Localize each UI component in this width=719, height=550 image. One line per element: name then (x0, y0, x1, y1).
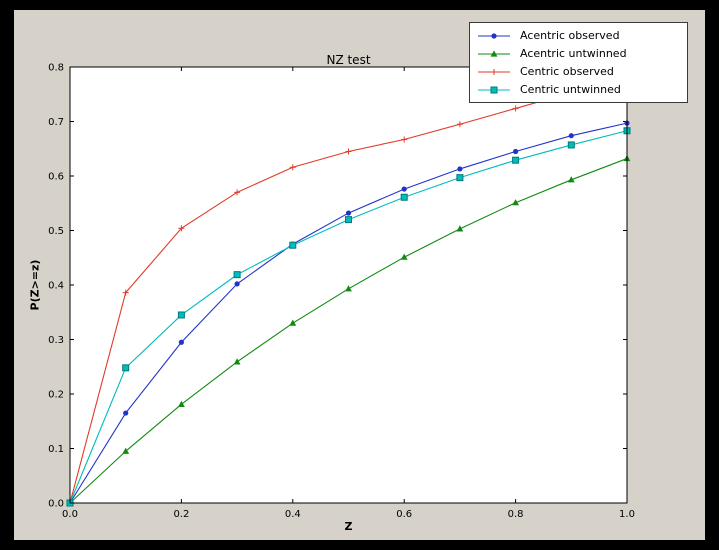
x-tick-label: 1.0 (619, 509, 635, 520)
chart-title: NZ test (326, 53, 371, 67)
data-point-marker (123, 410, 129, 416)
axes-frame (69, 66, 628, 504)
y-tick-label: 0.3 (48, 335, 64, 346)
legend-line-sample (478, 86, 510, 93)
legend-item-centric-observed: Centric observed (476, 63, 681, 80)
legend-label: Centric observed (520, 65, 614, 78)
legend-label: Acentric observed (520, 29, 620, 42)
x-tick-label: 0.2 (173, 509, 189, 520)
data-point-marker (234, 281, 240, 287)
figure-canvas: 0.0 0.2 0.4 0.6 0.8 1.0 0.0 0.1 0.2 0.3 0.4 0.5 0.6 0… (14, 10, 705, 540)
legend-line-sample (478, 32, 510, 39)
y-tick-label: 0.8 (48, 63, 64, 74)
legend-item-acentric-untwinned: Acentric untwinned (476, 45, 681, 62)
data-point-marker (345, 216, 352, 224)
y-tick-label: 0.6 (48, 172, 64, 183)
plot-area (70, 67, 627, 503)
legend: Acentric observed Acentric untwinned Cen… (469, 22, 688, 103)
data-point-marker (177, 311, 185, 319)
x-tick-label: 0.0 (62, 509, 78, 520)
y-tick-label: 0.7 (48, 117, 64, 128)
data-point-marker (345, 210, 352, 216)
data-point-marker (400, 193, 408, 201)
data-point-marker (567, 141, 575, 149)
data-point-marker (513, 148, 519, 155)
legend-label: Centric untwinned (520, 83, 621, 96)
y-tick-label: 0.1 (48, 444, 64, 455)
y-tick-label: 0.0 (48, 499, 64, 510)
data-point-marker (401, 186, 407, 192)
y-tick-label: 0.5 (48, 226, 64, 237)
data-point-marker (456, 225, 464, 232)
y-tick-label: 0.4 (48, 281, 64, 292)
data-point-marker (289, 241, 297, 249)
data-point-marker (122, 364, 130, 372)
x-tick-label: 0.8 (508, 509, 524, 520)
legend-item-centric-untwinned: Centric untwinned (476, 81, 681, 98)
data-point-marker (178, 339, 184, 345)
data-point-marker (490, 49, 498, 57)
data-point-marker (178, 400, 185, 407)
data-point-marker (289, 319, 297, 326)
data-point-marker (512, 156, 520, 164)
data-point-marker (233, 271, 241, 279)
data-point-marker (512, 199, 519, 206)
y-axis-label: P(Z>=z) (28, 259, 42, 311)
data-point-marker (345, 285, 352, 292)
data-point-marker (456, 174, 464, 182)
y-tick-label: 0.2 (48, 390, 64, 401)
x-axis-label: Z (344, 520, 353, 533)
nz-test-chart: 0.0 0.2 0.4 0.6 0.8 1.0 0.0 0.1 0.2 0.3 0.4 0.5 0.6 0… (48, 63, 635, 521)
data-point-marker (457, 166, 463, 172)
data-point-marker (567, 176, 575, 183)
legend-label: Acentric untwinned (520, 47, 627, 60)
data-point-marker (233, 358, 241, 365)
legend-line-sample (478, 68, 510, 75)
data-point-marker (122, 447, 130, 454)
x-tick-label: 0.6 (396, 509, 412, 520)
data-point-marker (490, 86, 498, 93)
legend-item-acentric-observed: Acentric observed (476, 27, 681, 44)
legend-line-sample (478, 49, 510, 57)
data-point-marker (400, 253, 408, 260)
x-tick-label: 0.4 (285, 509, 301, 520)
data-point-marker (491, 32, 497, 39)
data-point-marker (568, 133, 574, 139)
